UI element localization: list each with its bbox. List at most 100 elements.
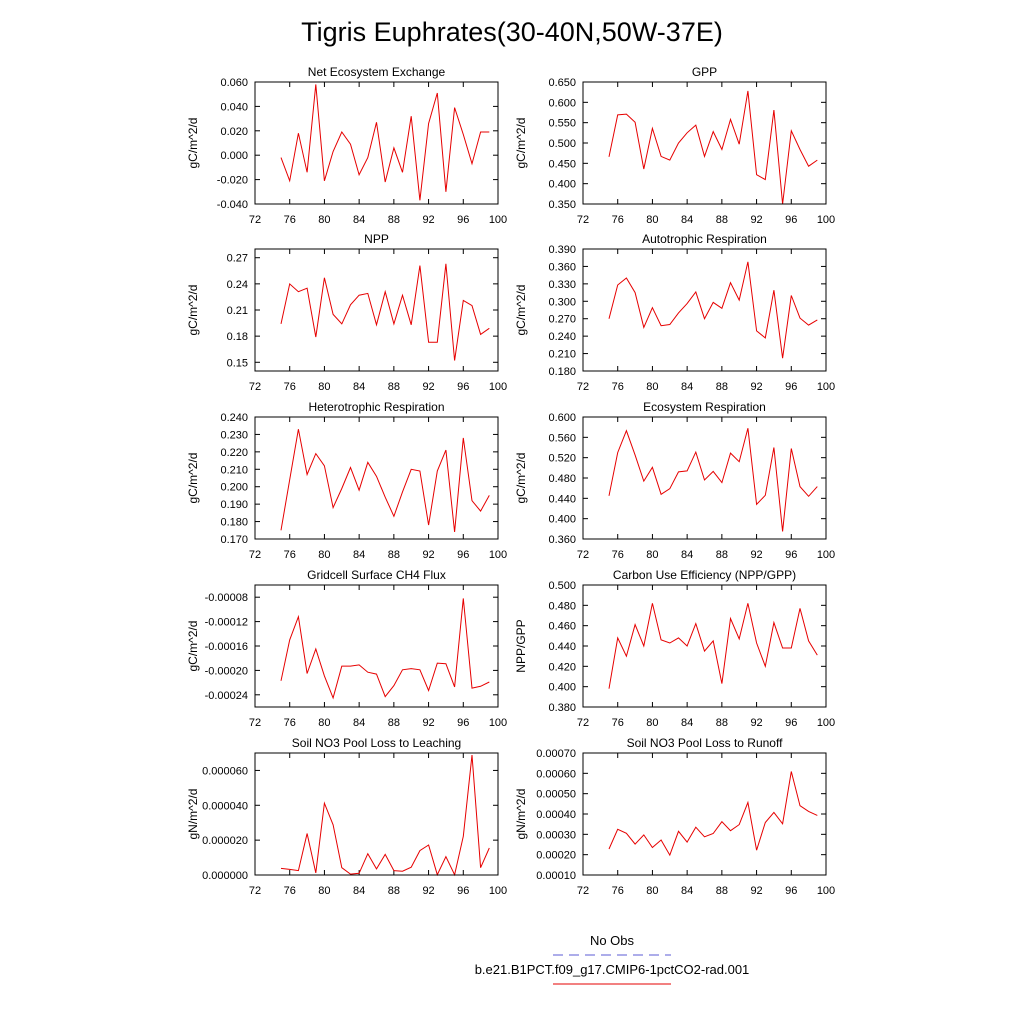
x-tick-label: 80 [318, 549, 330, 561]
y-tick-label: 0.600 [548, 97, 576, 109]
y-tick-label: 0.00020 [536, 850, 576, 862]
x-tick-label: 92 [750, 381, 762, 393]
y-tick-label: 0.170 [220, 534, 248, 546]
series-line [280, 84, 490, 201]
x-tick-label: 88 [388, 885, 400, 897]
y-tick-label: 0.550 [548, 118, 576, 130]
y-axis-label: gC/m^2/d [514, 285, 528, 336]
x-tick-label: 72 [249, 885, 261, 897]
panel-autotrophic-respiration: Autotrophic Respiration 72 76 80 84 88 92 96 100… [514, 232, 835, 393]
x-tick-label: 84 [353, 214, 365, 226]
x-tick-label: 80 [646, 717, 658, 729]
x-tick-label: 92 [750, 885, 762, 897]
x-tick-label: 84 [681, 549, 693, 561]
panel-title: GPP [692, 65, 717, 79]
x-tick-label: 100 [489, 885, 507, 897]
y-tick-label: 0.360 [548, 534, 576, 546]
x-tick-label: 100 [817, 717, 835, 729]
y-tick-label: 0.00030 [536, 829, 576, 841]
y-tick-label: 0.240 [548, 331, 576, 343]
x-tick-label: 92 [422, 885, 434, 897]
y-tick-label: -0.020 [217, 175, 248, 187]
x-tick-label: 96 [785, 885, 797, 897]
y-tick-label: 0.440 [548, 493, 576, 505]
panel-title: Net Ecosystem Exchange [308, 65, 446, 79]
x-tick-label: 100 [489, 381, 507, 393]
y-tick-label: 0.000020 [202, 835, 248, 847]
y-tick-label: 0.650 [548, 77, 576, 89]
x-tick-label: 76 [612, 885, 624, 897]
y-tick-label: -0.00016 [205, 641, 248, 653]
series-line [608, 771, 818, 857]
y-tick-label: 0.450 [548, 158, 576, 170]
x-tick-label: 72 [577, 549, 589, 561]
y-tick-label: 0.00070 [536, 748, 576, 760]
y-tick-label: 0.180 [220, 517, 248, 529]
x-tick-label: 72 [249, 381, 261, 393]
x-tick-label: 80 [318, 381, 330, 393]
x-tick-label: 92 [750, 549, 762, 561]
plot-frame [254, 416, 499, 540]
y-axis-label: gN/m^2/d [186, 789, 200, 840]
y-tick-label: -0.040 [217, 199, 248, 211]
y-tick-label: 0.300 [548, 296, 576, 308]
y-axis-label: gC/m^2/d [186, 621, 200, 672]
x-tick-label: 84 [681, 214, 693, 226]
y-tick-label: 0.220 [220, 447, 248, 459]
x-tick-label: 76 [284, 885, 296, 897]
y-tick-label: 0.000040 [202, 800, 248, 812]
x-tick-label: 100 [817, 549, 835, 561]
x-tick-label: 80 [318, 717, 330, 729]
y-tick-label: 0.060 [220, 77, 248, 89]
panel-title: Soil NO3 Pool Loss to Leaching [292, 736, 461, 750]
x-tick-label: 76 [612, 214, 624, 226]
x-tick-label: 84 [681, 885, 693, 897]
x-tick-label: 80 [318, 885, 330, 897]
x-tick-label: 72 [577, 381, 589, 393]
y-tick-label: 0.400 [548, 682, 576, 694]
plot-frame [254, 584, 499, 708]
y-tick-label: 0.480 [548, 600, 576, 612]
x-tick-label: 96 [785, 717, 797, 729]
y-tick-label: 0.000000 [202, 870, 248, 882]
x-tick-label: 80 [646, 214, 658, 226]
series-line [608, 90, 818, 205]
series-line [608, 428, 818, 532]
x-tick-label: 96 [457, 549, 469, 561]
x-tick-label: 88 [388, 381, 400, 393]
y-tick-label: 0.380 [548, 702, 576, 714]
x-tick-label: 84 [353, 381, 365, 393]
panel-title: Gridcell Surface CH4 Flux [307, 568, 446, 582]
panel-title: Carbon Use Efficiency (NPP/GPP) [613, 568, 796, 582]
panel-title: NPP [364, 232, 389, 246]
y-tick-label: 0.400 [548, 514, 576, 526]
y-tick-label: 0.200 [220, 482, 248, 494]
y-tick-label: 0.000060 [202, 765, 248, 777]
y-tick-label: 0.180 [548, 366, 576, 378]
y-tick-label: 0.210 [548, 349, 576, 361]
x-tick-label: 72 [249, 549, 261, 561]
x-tick-label: 80 [646, 885, 658, 897]
x-tick-label: 76 [284, 214, 296, 226]
panel-npp: NPP 72 76 80 84 88 92 96 100 0.15 0.18 0.21 0.24 0.27… [186, 232, 507, 393]
y-tick-label: 0.390 [548, 244, 576, 256]
x-tick-label: 80 [318, 214, 330, 226]
x-tick-label: 100 [817, 214, 835, 226]
series-line [608, 261, 818, 359]
x-tick-label: 100 [489, 214, 507, 226]
x-tick-label: 88 [716, 717, 728, 729]
y-axis-label: gC/m^2/d [514, 118, 528, 169]
y-tick-label: 0.500 [548, 138, 576, 150]
x-tick-label: 72 [249, 214, 261, 226]
x-tick-label: 88 [388, 549, 400, 561]
x-tick-label: 72 [577, 885, 589, 897]
x-tick-label: 96 [457, 214, 469, 226]
plot-frame [254, 752, 499, 876]
panel-gridcell-surface-ch4-flux: Gridcell Surface CH4 Flux 72 76 80 84 88 92 96 1… [186, 568, 507, 729]
x-tick-label: 96 [785, 549, 797, 561]
y-tick-label: 0.500 [548, 580, 576, 592]
panel-soil-no3-pool-loss-to-runoff: Soil NO3 Pool Loss to Runoff 72 76 80 84 88 92… [514, 736, 835, 897]
x-tick-label: 72 [577, 214, 589, 226]
y-tick-label: 0.480 [548, 473, 576, 485]
